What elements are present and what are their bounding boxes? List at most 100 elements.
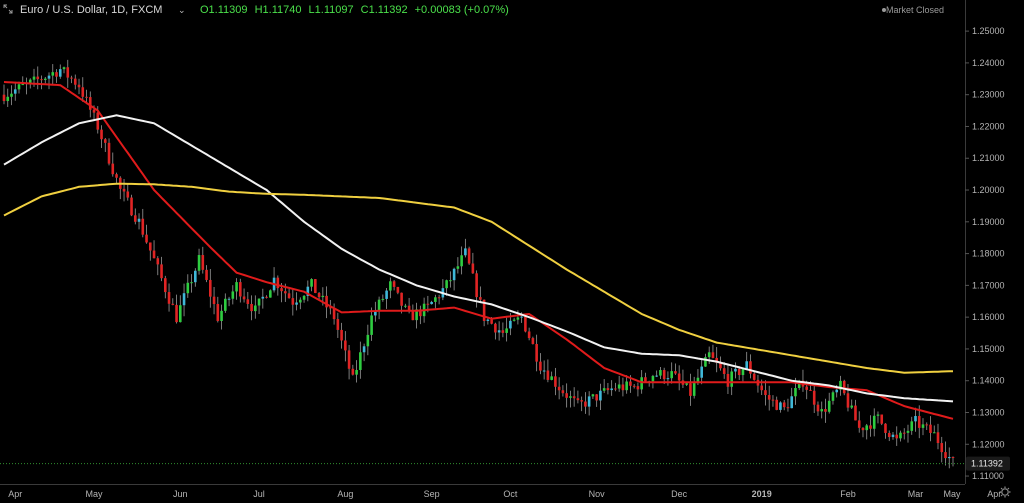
candle: [118, 176, 122, 200]
ma-line-white: [3, 114, 954, 403]
candle: [831, 390, 835, 405]
y-tick-label: 1.23000: [972, 90, 1005, 100]
candle: [572, 387, 576, 407]
y-tick-label: 1.20000: [972, 185, 1005, 195]
close-value: C1.11392: [360, 4, 408, 16]
candle: [254, 295, 257, 319]
candle: [497, 321, 501, 341]
candle: [467, 246, 471, 265]
x-tick-label: Sep: [424, 489, 440, 499]
candle: [944, 441, 947, 466]
candle: [951, 456, 955, 467]
candle: [486, 317, 490, 325]
x-tick-label: Apr: [987, 489, 1001, 499]
x-tick-label: Jul: [253, 489, 265, 499]
candle: [366, 324, 370, 356]
candle: [839, 375, 842, 396]
y-tick-label: 1.21000: [972, 153, 1005, 163]
ma-line-red: [3, 81, 954, 420]
candle: [854, 399, 857, 421]
candle: [430, 300, 433, 305]
candle: [152, 240, 156, 259]
candle: [932, 425, 936, 434]
candle: [602, 379, 606, 394]
candle: [336, 312, 340, 338]
candle: [137, 213, 141, 230]
candle: [340, 322, 343, 349]
candle: [269, 289, 272, 298]
high-value: H1.11740: [254, 4, 302, 16]
candle: [726, 364, 730, 395]
candle: [816, 401, 820, 416]
y-tick-label: 1.19000: [972, 217, 1005, 227]
candle: [332, 303, 336, 325]
candle: [47, 72, 51, 90]
candle: [216, 296, 220, 323]
x-tick-label: Aug: [337, 489, 353, 499]
time-axis[interactable]: Apr May Jun Jul Aug Sep Oct Nov Dec 2019 Feb Mar Apr…: [0, 484, 1001, 500]
y-tick-label: 1.22000: [972, 121, 1005, 131]
candle: [824, 398, 827, 423]
ma-line-yellow: [3, 182, 954, 374]
candle: [464, 238, 467, 258]
x-tick-label: May: [86, 489, 104, 499]
candle: [122, 178, 126, 202]
candle: [779, 401, 782, 413]
candle: [77, 78, 81, 95]
candle: [884, 423, 887, 439]
candle: [910, 416, 914, 435]
candle: [857, 411, 861, 433]
symbol-title[interactable]: Euro / U.S. Dollar, 1D, FXCM: [20, 4, 163, 16]
candle: [107, 138, 111, 166]
candle: [550, 371, 553, 381]
candle: [599, 383, 602, 410]
candle: [820, 401, 824, 419]
candle: [141, 208, 145, 238]
price-axis[interactable]: 1.25000 1.24000 1.23000 1.22000 1.21000 1.200…: [965, 0, 1024, 503]
candle: [775, 396, 779, 411]
candle: [272, 267, 276, 293]
open-value: O1.11309: [200, 4, 248, 16]
candle: [347, 344, 351, 380]
candle: [621, 377, 625, 397]
candle: [197, 248, 201, 275]
settings-gear-icon[interactable]: [999, 486, 1011, 498]
candle: [2, 84, 6, 105]
collapse-arrows-icon[interactable]: [3, 4, 13, 14]
candle: [542, 360, 546, 380]
candle: [13, 81, 17, 101]
candle: [385, 288, 388, 309]
low-value: L1.11097: [308, 4, 354, 16]
candle: [419, 305, 422, 325]
candle: [801, 369, 805, 392]
candle: [239, 278, 242, 303]
market-status-dot-icon: [882, 8, 886, 12]
candle: [220, 304, 223, 330]
candle: [389, 277, 392, 299]
candle: [257, 298, 261, 314]
candle: [186, 274, 190, 298]
candle: [494, 322, 497, 340]
candle: [103, 137, 107, 152]
candle: [115, 172, 118, 183]
candle: [561, 385, 565, 397]
candle: [925, 422, 929, 430]
candle: [872, 408, 876, 437]
y-tick-label: 1.12000: [972, 439, 1005, 449]
candle: [51, 64, 55, 86]
candle: [535, 334, 538, 372]
candle: [10, 85, 13, 106]
candle: [876, 411, 880, 424]
candle: [887, 430, 891, 442]
candle: [659, 366, 662, 379]
candle: [921, 418, 925, 436]
candle: [771, 395, 775, 407]
ohlc-values: O1.11309 H1.11740 L1.11097 C1.11392 +0.0…: [200, 4, 513, 16]
candle: [711, 344, 715, 359]
candle: [145, 224, 148, 244]
candle: [681, 369, 685, 389]
candle: [381, 294, 385, 302]
x-tick-label: Apr: [8, 489, 22, 499]
chevron-down-icon[interactable]: ⌄: [178, 5, 186, 15]
